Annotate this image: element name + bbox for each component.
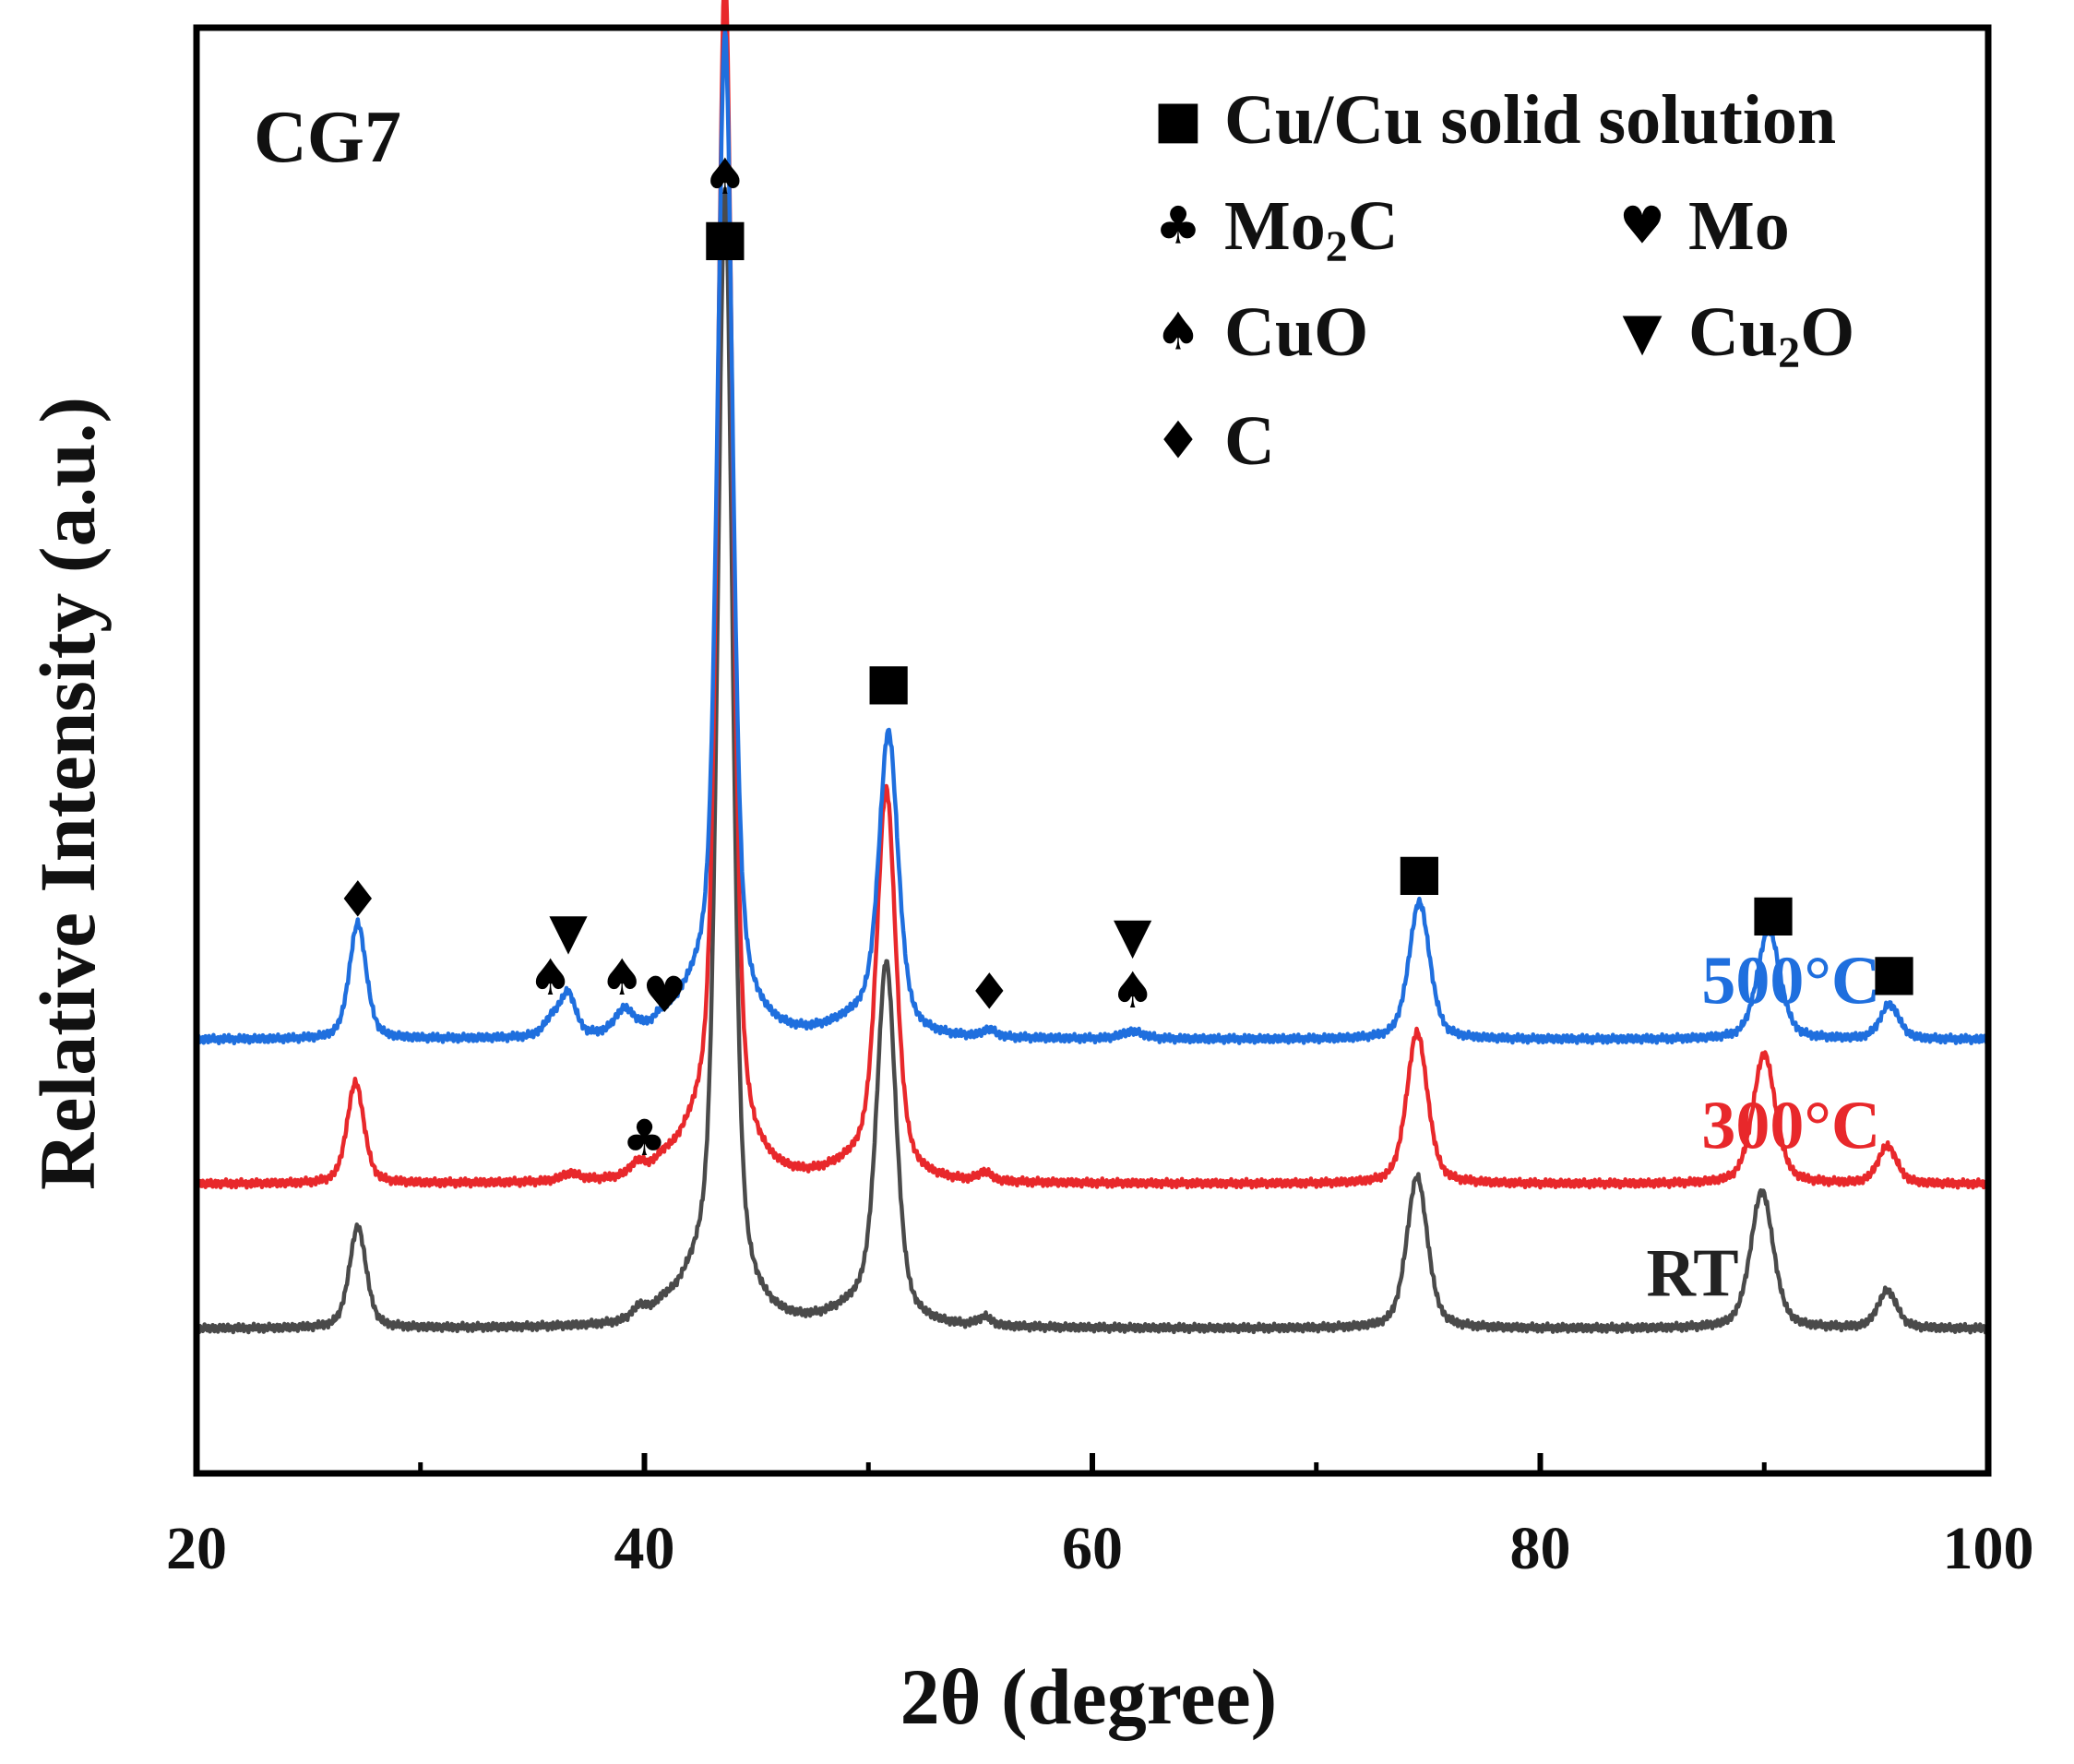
legend-label-1: Mo2C [1224,187,1399,271]
legend-symbol-2: ♥ [1619,197,1665,256]
peak-marker-11: ♠ [1110,961,1154,1019]
legend-symbol-3: ♠ [1155,303,1201,363]
legend-symbol-5: ♦ [1155,411,1201,471]
annotation-layer: ♦♠▼♠♥♣♠■■♦▼♠■■■ [336,148,1918,1167]
legend: ■ Cu/Cu solid solution♣ Mo2C ♥ Mo♠ CuO ▼ Cu2O♦ C [1154,81,1855,480]
series-line-500-c [195,29,1990,1046]
peak-marker-6: ♠ [703,148,747,206]
legend-label-0: Cu/Cu solid solution [1224,81,1836,159]
peak-marker-9: ♦ [967,963,1011,1021]
x-tick-label-60: 60 [1062,1515,1123,1582]
peak-marker-8: ■ [865,652,912,710]
series-label-500-c: 500°C [1701,944,1880,1019]
axes: 20 40 60 80 100 [166,24,2034,1582]
peak-marker-13: ■ [1749,884,1796,942]
x-tick-label-80: 80 [1510,1515,1571,1582]
series-line-rt [194,186,1990,1335]
series-line-300-c [194,0,1991,1190]
legend-entry-4: ▼ Cu2O [1622,293,1854,377]
series-label-300-c: 300°C [1701,1088,1880,1163]
legend-label-5: C [1224,402,1275,480]
peak-marker-10: ▼ [1114,907,1152,965]
peak-marker-3: ♠ [600,948,644,1007]
legend-entry-1: ♣ Mo2C [1155,187,1399,271]
series-layer: 500°C 300°C RT [194,0,1991,1335]
x-tick-label-100: 100 [1943,1515,2034,1582]
x-tick-label-20: 20 [166,1515,227,1582]
legend-label-2: Mo [1688,187,1790,265]
legend-label-3: CuO [1224,293,1368,371]
legend-label-4: Cu2O [1688,293,1854,377]
legend-entry-5: ♦ C [1155,402,1275,480]
peak-marker-4: ♥ [642,966,686,1024]
y-axis-label: Relative Intensity (a.u.) [23,397,112,1190]
peak-marker-1: ♠ [528,948,572,1007]
x-axis-label: 2θ (degree) [900,1652,1278,1741]
legend-entry-0: ■ Cu/Cu solid solution [1154,81,1837,159]
x-tick-label-40: 40 [614,1515,675,1582]
peak-marker-2: ▼ [549,902,588,960]
series-label-rt: RT [1646,1235,1738,1311]
peak-marker-7: ■ [701,209,748,267]
chart-title: CG7 [254,97,401,178]
peak-marker-0: ♦ [336,870,380,928]
legend-symbol-4: ▼ [1622,303,1662,363]
legend-entry-3: ♠ CuO [1155,293,1368,371]
legend-entry-2: ♥ Mo [1619,187,1790,265]
peak-marker-14: ■ [1871,943,1918,1001]
legend-symbol-0: ■ [1154,90,1203,150]
legend-symbol-1: ♣ [1155,197,1201,256]
peak-marker-5: ♣ [622,1109,666,1167]
peak-marker-12: ■ [1396,843,1443,901]
